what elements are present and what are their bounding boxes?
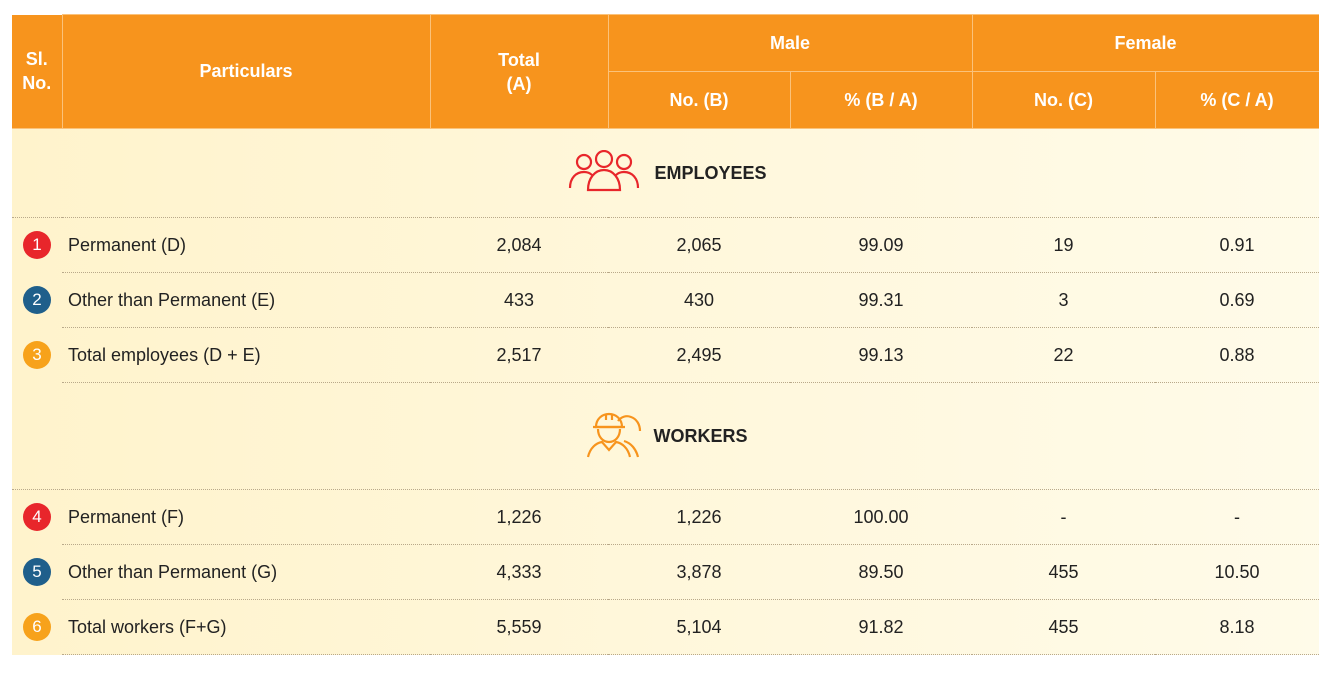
value-cell: 455 (972, 544, 1155, 600)
section-title: EMPLOYEES (654, 162, 767, 183)
value-cell: 5,104 (608, 599, 790, 655)
section-row: WORKERS (12, 382, 1319, 490)
header-text: Total (A) (498, 49, 540, 94)
number-badge: 1 (23, 231, 51, 260)
header-text: Sl. No. (22, 49, 52, 94)
value-cell: 4,333 (430, 544, 608, 600)
value-cell: 2,084 (430, 217, 608, 273)
header-cell: Sl. No. (12, 14, 63, 129)
number-cell: 2 (12, 273, 62, 328)
section-title: WORKERS (653, 425, 748, 446)
value-cell: 8.18 (1155, 599, 1319, 655)
data-row: 2 Other than Permanent (E) 433 430 99.31 3 0.6… (12, 272, 1319, 328)
section-icon (584, 409, 644, 464)
header-cell: Total (A) (429, 14, 609, 129)
value-cell: - (972, 489, 1155, 545)
value-cell: 10.50 (1155, 544, 1319, 600)
number-cell: 4 (12, 490, 62, 545)
data-row: 4 Permanent (F) 1,226 1,226 100.00- - (12, 489, 1319, 545)
value-cell: 1,226 (608, 489, 790, 545)
section-row: EMPLOYEES (12, 128, 1319, 218)
header-cell: Particulars (61, 14, 431, 129)
table-header: Sl. No. Particulars Total (A) Male Femal… (12, 14, 1319, 129)
header-cell: % (C / A) (1154, 71, 1319, 129)
data-row: 6 Total workers (F+G) 5,559 5,104 91.82 455 8.… (12, 599, 1319, 655)
section-cell: EMPLOYEES (12, 128, 1319, 218)
value-cell: 91.82 (790, 599, 972, 655)
value-cell: 22 (972, 327, 1155, 383)
particulars-cell: Total workers (F+G) (62, 599, 430, 655)
particulars-cell: Total employees (D + E) (62, 327, 430, 383)
particulars-cell: Other than Permanent (E) (62, 272, 430, 328)
value-cell: 19 (972, 217, 1155, 273)
value-cell: 1,226 (430, 489, 608, 545)
data-row: 1 Permanent (D) 2,084 2,065 99.09 19 0.91 (12, 217, 1319, 273)
value-cell: 100.00 (790, 489, 972, 545)
value-cell: 0.91 (1155, 217, 1319, 273)
value-cell: 455 (972, 599, 1155, 655)
header-cell: Female (971, 14, 1319, 72)
data-row: 3 Total employees (D + E) 2,517 2,495 99.13 2… (12, 327, 1319, 383)
value-cell: 0.88 (1155, 327, 1319, 383)
number-badge: 6 (23, 613, 51, 641)
value-cell: 99.13 (790, 327, 972, 383)
section-heading: EMPLOYEES (564, 149, 767, 197)
header-cell: % (B / A) (789, 71, 973, 129)
value-cell: 2,065 (608, 217, 790, 273)
value-cell: 2,495 (608, 327, 790, 383)
number-badge: 3 (23, 341, 51, 369)
value-cell: 5,559 (430, 599, 608, 655)
value-cell: 433 (430, 272, 608, 328)
header-cell: Male (607, 14, 973, 72)
particulars-cell: Permanent (D) (62, 217, 430, 273)
value-cell: 99.31 (790, 272, 972, 328)
number-cell: 1 (12, 218, 62, 273)
number-badge: 5 (23, 558, 51, 586)
value-cell: 430 (608, 272, 790, 328)
table-body: EMPLOYEES 1 Permanent (D) 2,084 2,065 99.09 19… (12, 128, 1319, 655)
number-cell: 6 (12, 600, 62, 655)
value-cell: 99.09 (790, 217, 972, 273)
table-wrap: Sl. No. Particulars Total (A) Male Femal… (12, 14, 1319, 655)
section-icon (564, 149, 644, 197)
number-badge: 4 (23, 503, 51, 532)
number-badge: 2 (23, 286, 51, 314)
section-heading: WORKERS (584, 409, 748, 464)
number-cell: 5 (12, 545, 62, 600)
value-cell: 0.69 (1155, 272, 1319, 328)
value-cell: 89.50 (790, 544, 972, 600)
value-cell: 3,878 (608, 544, 790, 600)
value-cell: 3 (972, 272, 1155, 328)
particulars-cell: Permanent (F) (62, 489, 430, 545)
icon (586, 412, 641, 457)
table: Sl. No. Particulars Total (A) Male Femal… (12, 14, 1319, 655)
header-cell: No. (C) (971, 71, 1156, 129)
value-cell: 2,517 (430, 327, 608, 383)
value-cell: - (1155, 489, 1319, 545)
data-row: 5 Other than Permanent (G) 4,333 3,878 89.50… (12, 544, 1319, 600)
particulars-cell: Other than Permanent (G) (62, 544, 430, 600)
icon (569, 149, 640, 191)
section-cell: WORKERS (12, 382, 1319, 490)
header-cell: No. (B) (607, 71, 791, 129)
number-cell: 3 (12, 328, 62, 383)
